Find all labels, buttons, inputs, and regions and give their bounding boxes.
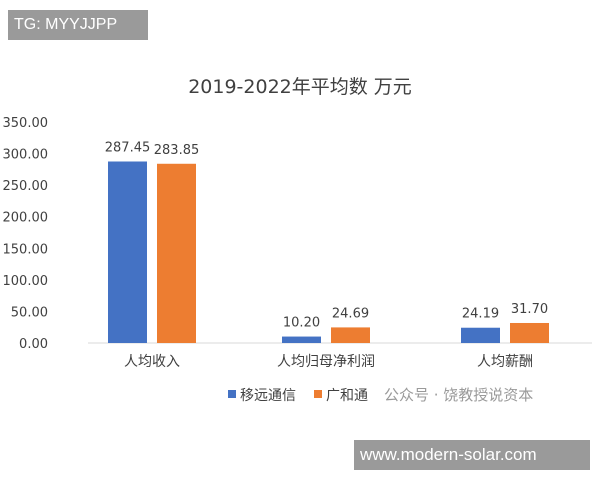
y-tick-label: 0.00	[19, 337, 48, 352]
legend: 移远通信 广和通	[228, 388, 368, 404]
legend-label: 广和通	[326, 388, 368, 404]
bar-series1	[108, 161, 147, 343]
watermark-text: 公众号 · 饶教授说资本	[384, 386, 534, 404]
y-tick-label: 100.00	[3, 274, 49, 289]
bar-series2	[157, 163, 196, 343]
legend-swatch	[228, 390, 236, 398]
bars: 287.45 283.85 10.20 24.69 24.19 31.70	[105, 140, 549, 343]
chart-title: 2019-2022年平均数 万元	[188, 76, 412, 98]
data-label: 283.85	[154, 143, 200, 158]
tag-label: TG: MYYJJPP	[8, 10, 148, 40]
y-tick-label: 150.00	[3, 242, 49, 257]
y-tick-label: 50.00	[11, 305, 48, 320]
x-axis: 人均收入 人均归母净利润 人均薪酬	[124, 353, 533, 370]
legend-label: 移远通信	[240, 388, 296, 404]
bar-series2	[331, 327, 370, 343]
data-label: 287.45	[105, 140, 151, 155]
y-tick-label: 350.00	[3, 116, 49, 131]
site-label: www.modern-solar.com	[354, 440, 590, 470]
data-label: 24.69	[332, 306, 369, 321]
y-axis: 0.00 50.00 100.00 150.00 200.00 250.00 300.00 3…	[3, 116, 49, 352]
data-label: 31.70	[511, 302, 548, 317]
bar-series2	[510, 322, 549, 343]
bar-series1	[461, 327, 500, 343]
bar-series1	[282, 336, 321, 343]
data-label: 10.20	[283, 316, 320, 331]
legend-swatch	[314, 390, 322, 398]
x-tick-label: 人均薪酬	[477, 354, 533, 370]
x-tick-label: 人均收入	[124, 354, 180, 370]
y-tick-label: 250.00	[3, 179, 49, 194]
x-tick-label: 人均归母净利润	[277, 353, 375, 370]
data-label: 24.19	[462, 307, 499, 322]
y-tick-label: 300.00	[3, 148, 49, 163]
y-tick-label: 200.00	[3, 211, 49, 226]
